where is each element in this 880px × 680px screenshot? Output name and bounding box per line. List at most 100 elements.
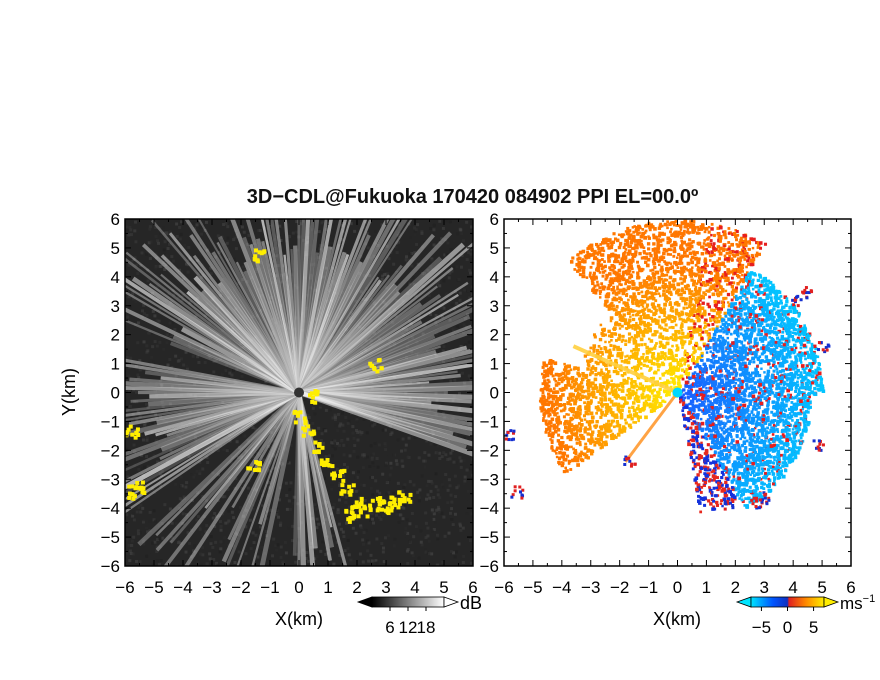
velocity-cell (708, 317, 712, 320)
velocity-cell (660, 274, 663, 277)
reflectivity-noise-cell (209, 337, 213, 341)
velocity-cell (598, 286, 602, 290)
velocity-cell (671, 326, 675, 330)
reflectivity-noise-cell (139, 503, 143, 507)
reflectivity-ray (125, 251, 300, 394)
reflectivity-noise-cell (184, 350, 188, 354)
reflectivity-noise-cell (330, 247, 334, 251)
velocity-cell (698, 332, 702, 337)
velocity-cell (743, 258, 747, 261)
reflectivity-noise-cell (302, 395, 306, 399)
reflectivity-noise-cell (312, 228, 316, 232)
reflectivity-highlight-cell (298, 410, 303, 415)
reflectivity-highlight-cell (406, 497, 411, 502)
reflectivity-noise-cell (406, 370, 410, 374)
velocity-cell (699, 225, 704, 229)
reflectivity-noise-cell (196, 355, 200, 359)
velocity-cell (663, 302, 667, 306)
velocity-cell (707, 236, 711, 239)
velocity-cell (651, 260, 655, 264)
reflectivity-noise-cell (211, 434, 215, 438)
velocity-cell (636, 286, 640, 291)
reflectivity-noise-cell (361, 560, 365, 564)
reflectivity-noise-cell (404, 278, 408, 282)
reflectivity-noise-cell (255, 319, 259, 323)
velocity-cell (649, 269, 652, 272)
velocity-cell (727, 247, 731, 251)
velocity-cell (618, 318, 622, 322)
reflectivity-noise-cell (378, 375, 382, 379)
reflectivity-noise-cell (236, 530, 240, 534)
reflectivity-highlight-cell (339, 491, 344, 496)
velocity-cell (628, 308, 633, 312)
reflectivity-noise-cell (131, 291, 135, 295)
velocity-cell (724, 289, 728, 293)
reflectivity-noise-cell (432, 517, 436, 521)
reflectivity-noise-cell (137, 506, 141, 510)
velocity-cell (668, 302, 673, 307)
velocity-cell (739, 238, 743, 243)
velocity-cell (599, 243, 603, 246)
reflectivity-noise-cell (438, 370, 442, 374)
reflectivity-noise-cell (455, 550, 459, 554)
reflectivity-noise-cell (467, 500, 471, 504)
velocity-cell (676, 270, 680, 273)
reflectivity-noise-cell (359, 483, 363, 487)
velocity-cell (718, 276, 721, 280)
velocity-cell (595, 266, 600, 271)
reflectivity-noise-cell (446, 317, 450, 321)
velocity-cell (727, 241, 731, 244)
velocity-cell (615, 278, 620, 282)
reflectivity-noise-cell (259, 545, 263, 549)
reflectivity-noise-cell (428, 552, 432, 556)
velocity-cell (731, 292, 735, 295)
reflectivity-noise-cell (199, 563, 203, 566)
reflectivity-noise-cell (224, 360, 228, 364)
reflectivity-noise-cell (344, 444, 348, 448)
reflectivity-noise-cell (450, 269, 454, 273)
velocity-cell (768, 359, 772, 362)
reflectivity-noise-cell (132, 258, 136, 262)
velocity-cell (657, 275, 661, 280)
reflectivity-noise-cell (453, 555, 457, 559)
velocity-cell (757, 290, 762, 295)
velocity-cell (684, 349, 687, 352)
reflectivity-noise-cell (353, 221, 357, 225)
velocity-cell (645, 280, 649, 284)
reflectivity-noise-cell (282, 428, 286, 432)
velocity-cell (621, 316, 625, 320)
reflectivity-noise-cell (199, 276, 203, 280)
reflectivity-noise-cell (131, 293, 135, 297)
velocity-cell (782, 337, 786, 341)
reflectivity-noise-cell (338, 484, 342, 488)
velocity-cell (715, 279, 719, 283)
reflectivity-noise-cell (148, 249, 152, 253)
reflectivity-noise-cell (283, 540, 287, 544)
velocity-cell (743, 338, 747, 342)
velocity-cell (646, 223, 651, 228)
reflectivity-noise-cell (170, 521, 174, 525)
reflectivity-noise-cell (176, 339, 180, 343)
reflectivity-noise-cell (127, 365, 131, 369)
velocity-cell (591, 261, 595, 265)
reflectivity-x-tick-label: −5 (144, 578, 163, 597)
reflectivity-noise-cell (401, 437, 405, 441)
reflectivity-noise-cell (380, 278, 384, 282)
velocity-cell (662, 311, 667, 315)
reflectivity-noise-cell (406, 455, 410, 459)
velocity-cell (641, 284, 645, 288)
velocity-cell (694, 285, 698, 289)
reflectivity-noise-cell (356, 470, 360, 474)
reflectivity-noise-cell (158, 264, 162, 268)
reflectivity-noise-cell (375, 537, 379, 541)
reflectivity-noise-cell (181, 293, 185, 297)
velocity-cell (596, 268, 600, 273)
velocity-cell (719, 246, 723, 251)
reflectivity-noise-cell (446, 488, 450, 492)
velocity-cell (627, 236, 631, 240)
reflectivity-noise-cell (457, 278, 461, 282)
reflectivity-noise-cell (181, 435, 185, 439)
velocity-cell (641, 301, 645, 305)
velocity-cell (733, 271, 737, 275)
reflectivity-noise-cell (389, 433, 393, 437)
